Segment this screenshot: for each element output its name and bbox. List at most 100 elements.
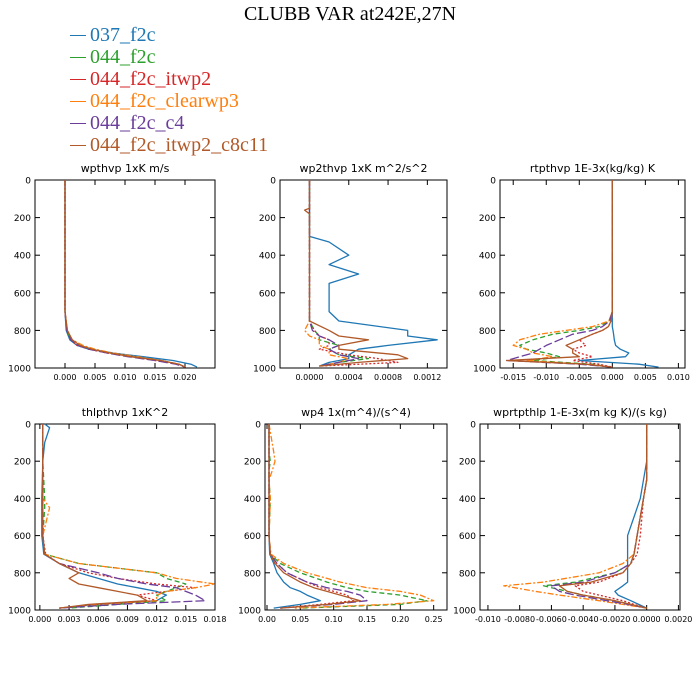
- x-tick-label: -0.010: [533, 373, 559, 382]
- series-line: [268, 424, 368, 609]
- series-line: [64, 180, 186, 368]
- figure-title: CLUBB VAR at242E,27N: [243, 3, 457, 25]
- series-line: [42, 424, 197, 609]
- x-tick-label: 0.00: [258, 615, 276, 624]
- y-tick-label: 0: [490, 177, 496, 187]
- chart-panel: rtpthvp 1E-3x(kg/kg) K02004006008001000-…: [473, 162, 690, 382]
- series-line: [42, 424, 206, 609]
- series-line: [64, 180, 186, 368]
- x-tick-label: 0.000: [54, 373, 77, 382]
- plot-frame: [34, 423, 216, 611]
- panel-title: wp2thvp 1xK m^2/s^2: [299, 162, 427, 175]
- x-tick-label: 0.0008: [374, 373, 402, 382]
- x-tick-label: 0.000: [28, 615, 51, 624]
- y-tick-label: 200: [14, 458, 31, 468]
- x-tick-label: 0.20: [391, 615, 409, 624]
- y-tick-label: 1000: [253, 365, 276, 375]
- x-tick-label: 0.15: [358, 615, 376, 624]
- series-line: [64, 180, 198, 368]
- y-tick-label: 400: [14, 252, 31, 262]
- x-tick-label: -0.0040: [568, 615, 599, 624]
- legend-label: 044_f2c_clearwp3: [90, 90, 239, 112]
- series-line: [64, 180, 186, 368]
- y-tick-label: 800: [259, 327, 276, 337]
- x-tick-label: 0.010: [114, 373, 137, 382]
- legend-label: 037_f2c: [90, 24, 156, 46]
- series-line: [42, 424, 187, 609]
- x-tick-label: 0.25: [425, 615, 443, 624]
- panel-title: wprtpthlp 1-E-3x(m kg K)/(s kg): [493, 406, 667, 419]
- series-line: [64, 180, 186, 368]
- y-tick-label: 200: [259, 214, 276, 224]
- y-tick-label: 600: [14, 289, 31, 299]
- plot-frame: [264, 423, 448, 611]
- y-tick-label: 800: [14, 569, 31, 579]
- y-tick-label: 800: [14, 327, 31, 337]
- series-line: [268, 424, 321, 609]
- y-tick-label: 800: [459, 569, 476, 579]
- y-tick-label: 600: [244, 532, 261, 542]
- x-tick-label: 0.018: [204, 615, 227, 624]
- x-tick-label: 0.10: [325, 615, 343, 624]
- y-tick-label: 400: [479, 252, 496, 262]
- y-tick-label: 400: [459, 495, 476, 505]
- x-tick-label: 0.05: [291, 615, 309, 624]
- y-tick-label: 0: [470, 421, 476, 431]
- y-tick-label: 600: [259, 289, 276, 299]
- y-tick-label: 1000: [453, 607, 476, 617]
- legend-label: 044_f2c_itwp2: [90, 68, 212, 90]
- x-tick-label: 0.005: [634, 373, 657, 382]
- y-tick-label: 200: [479, 214, 496, 224]
- legend-swatch: [70, 101, 86, 102]
- x-tick-label: -0.0060: [536, 615, 567, 624]
- legend-label: 044_f2c_itwp2_c8c11: [90, 134, 269, 156]
- series-line: [41, 423, 168, 609]
- chart-panel: wp2thvp 1xK m^2/s^2 0 200 400 600 800 1000 0.00…: [253, 162, 448, 382]
- legend-label: 044_f2c_c4: [90, 112, 185, 134]
- y-tick-label: 200: [244, 458, 261, 468]
- x-tick-label: -0.010: [475, 615, 501, 624]
- chart-panel: wprtpthlp 1-E-3x(m kg K)/(s kg) 0 200 400 60…: [453, 406, 692, 624]
- y-tick-label: 800: [479, 327, 496, 337]
- series-line: [64, 180, 186, 368]
- plot-frame: [279, 179, 448, 369]
- panel-title: wp4 1x(m^4)/(s^4): [301, 406, 411, 419]
- y-tick-label: 600: [14, 532, 31, 542]
- x-tick-label: 0.015: [174, 615, 197, 624]
- x-tick-label: 0.012: [145, 615, 168, 624]
- y-tick-label: 1000: [8, 365, 31, 375]
- plot-frame: [34, 179, 216, 369]
- x-tick-label: -0.0020: [599, 615, 630, 624]
- x-tick-label: 0.0012: [413, 373, 441, 382]
- series-line: [505, 180, 613, 368]
- x-tick-label: 0.006: [87, 615, 110, 624]
- x-tick-label: 0.015: [144, 373, 167, 382]
- series-line: [550, 424, 648, 609]
- y-tick-label: 1000: [473, 365, 496, 375]
- series-line: [503, 424, 648, 609]
- series-line: [303, 180, 409, 367]
- y-tick-label: 800: [244, 569, 261, 579]
- series-line: [578, 180, 659, 368]
- plot-frame: [479, 423, 681, 611]
- x-tick-label: -0.0080: [504, 615, 535, 624]
- legend-swatch: [70, 57, 86, 58]
- legend-swatch: [70, 35, 86, 36]
- y-tick-label: 1000: [238, 607, 261, 617]
- series-line: [42, 424, 216, 609]
- y-tick-label: 600: [479, 289, 496, 299]
- series-line: [574, 424, 648, 609]
- series-line: [268, 424, 428, 609]
- y-tick-label: 0: [25, 177, 31, 187]
- y-tick-label: 0: [255, 421, 261, 431]
- series-line: [268, 423, 435, 609]
- x-tick-label: 0.0020: [664, 615, 692, 624]
- legend-swatch: [70, 145, 86, 146]
- x-tick-label: 0.0000: [633, 615, 661, 624]
- y-tick-label: 0: [270, 177, 276, 187]
- series-line: [42, 424, 148, 609]
- panel-title: wpthvp 1xK m/s: [81, 162, 170, 175]
